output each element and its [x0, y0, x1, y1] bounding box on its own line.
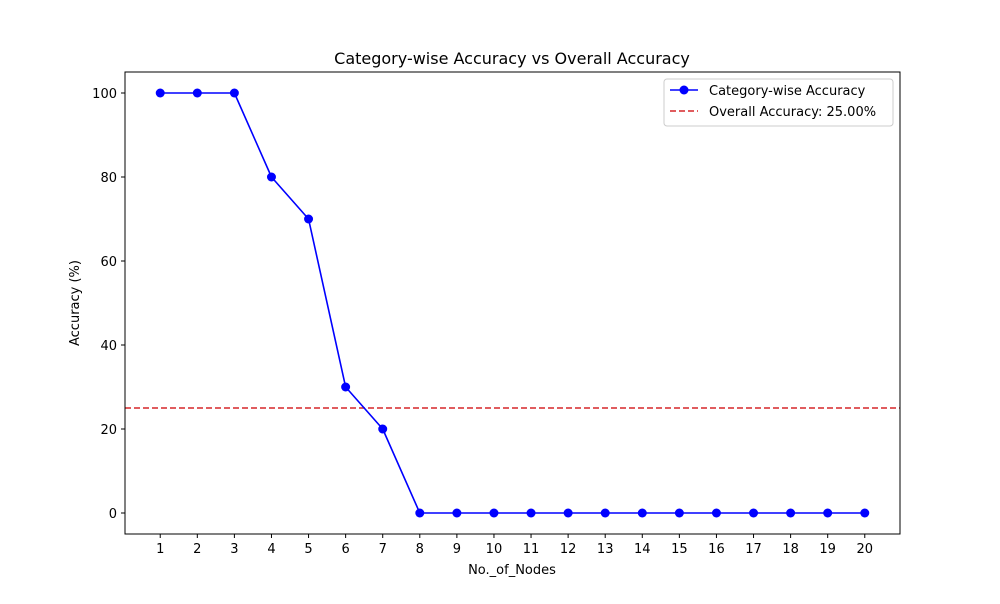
data-point [415, 508, 425, 518]
data-point [341, 382, 351, 392]
data-point [786, 508, 796, 518]
legend-box [663, 78, 894, 127]
y-tick-label: 100 [92, 87, 117, 102]
legend-series-label: Category-wise Accuracy [709, 84, 866, 99]
x-tick-label: 14 [634, 542, 651, 557]
x-tick-label: 6 [341, 542, 349, 557]
data-point [711, 508, 721, 518]
x-tick-label: 1 [156, 542, 164, 557]
data-point [600, 508, 610, 518]
data-point [229, 88, 239, 98]
x-tick-label: 16 [708, 542, 725, 557]
legend-series-marker [679, 85, 689, 95]
x-tick-label: 2 [193, 542, 201, 557]
data-point [489, 508, 499, 518]
x-tick-label: 10 [486, 542, 503, 557]
data-point [304, 214, 314, 224]
x-tick-label: 18 [782, 542, 799, 557]
data-point [378, 424, 388, 434]
data-point [155, 88, 165, 98]
x-tick-label: 5 [304, 542, 312, 557]
y-tick-label: 60 [100, 255, 117, 270]
x-tick-label: 9 [453, 542, 461, 557]
x-axis-ticks: 1 2 3 4 5 6 7 8 9 10 11 12 13 14 15 16 17 18 19 20 [156, 534, 873, 557]
series-lines [160, 92, 865, 514]
x-tick-label: 17 [745, 542, 762, 557]
series-line [160, 92, 865, 514]
legend-reference-label: Overall Accuracy: 25.00% [709, 105, 876, 120]
x-tick-label: 20 [856, 542, 873, 557]
x-tick-label: 12 [560, 542, 577, 557]
data-point [192, 88, 202, 98]
data-point [749, 508, 759, 518]
x-tick-label: 7 [379, 542, 387, 557]
y-tick-label: 20 [100, 423, 117, 438]
data-point [823, 508, 833, 518]
y-tick-label: 40 [100, 339, 117, 354]
data-point [563, 508, 573, 518]
x-tick-label: 11 [523, 542, 540, 557]
x-tick-label: 3 [230, 542, 238, 557]
y-axis-ticks: 0 20 40 60 80 100 [92, 87, 125, 522]
data-point [674, 508, 684, 518]
data-point [266, 172, 276, 182]
x-tick-label: 4 [267, 542, 275, 557]
series-points [155, 88, 870, 518]
plot-area-frame [124, 71, 901, 535]
chart-title: Category-wise Accuracy vs Overall Accura… [334, 49, 690, 68]
x-tick-label: 13 [597, 542, 614, 557]
data-point [860, 508, 870, 518]
y-tick-label: 0 [109, 507, 117, 522]
x-tick-label: 19 [819, 542, 836, 557]
y-axis-label: Accuracy (%) [68, 260, 83, 346]
x-axis-label: No._of_Nodes [468, 563, 556, 578]
y-tick-label: 80 [100, 171, 117, 186]
data-point [452, 508, 462, 518]
data-point [637, 508, 647, 518]
x-tick-label: 8 [416, 542, 424, 557]
x-tick-label: 15 [671, 542, 688, 557]
chart-legend: Category-wise Accuracy Overall Accuracy:… [663, 78, 894, 127]
data-point [526, 508, 536, 518]
